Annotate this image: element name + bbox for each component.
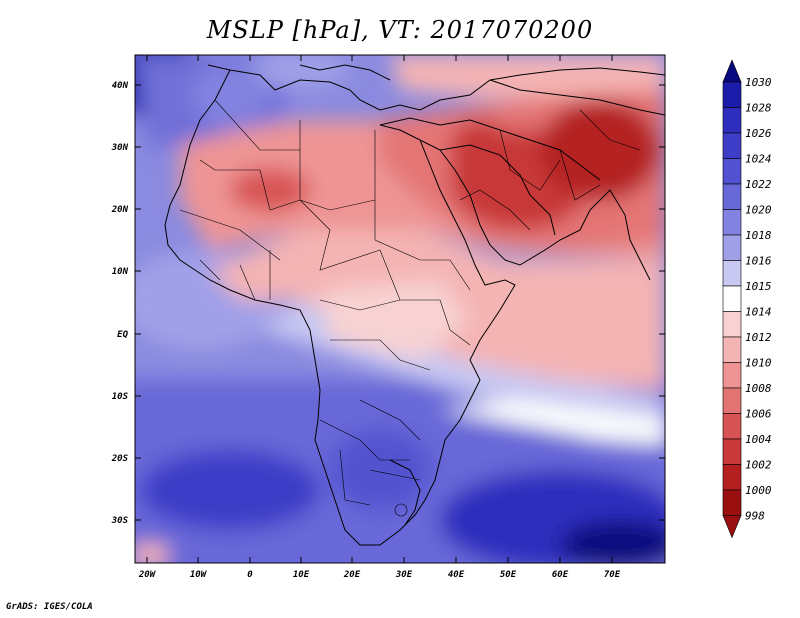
lat-tick-label: 30N	[111, 143, 129, 153]
colorbar-label: 1000	[745, 484, 772, 497]
lon-tick-label: 20W	[138, 570, 157, 580]
colorbar-label: 1020	[745, 204, 772, 217]
lat-tick-label: EQ	[117, 330, 128, 340]
map-frame	[134, 54, 666, 564]
lat-tick-label: 10S	[112, 392, 129, 402]
longitude-labels: 20W 10W 0 10E 20E 30E 40E 50E 60E 70E	[138, 570, 621, 580]
lon-tick-label: 0	[247, 570, 253, 580]
colorbar-segment	[722, 438, 742, 465]
lon-tick-label: 70E	[604, 570, 621, 580]
colorbar-label: 1016	[745, 255, 772, 268]
colorbar-segment	[722, 336, 742, 363]
colorbar-label: 1010	[745, 357, 772, 370]
colorbar-label: 1015	[745, 280, 772, 293]
lat-tick-label: 30S	[111, 516, 129, 526]
colorbar-label: 1028	[745, 102, 772, 115]
colorbar-segment	[722, 285, 742, 312]
colorbar-segment	[722, 209, 742, 236]
colorbar-segment	[722, 81, 742, 108]
lon-tick-label: 50E	[500, 570, 517, 580]
lat-tick-label: 20S	[111, 454, 129, 464]
axis-ticks	[135, 55, 665, 563]
colorbar-segment	[722, 107, 742, 134]
colorbar-segment	[722, 387, 742, 414]
colorbar-segment	[722, 234, 742, 261]
lon-tick-label: 60E	[552, 570, 569, 580]
colorbar-bottom-arrow	[722, 515, 742, 539]
colorbar	[722, 59, 742, 539]
colorbar-label: 1018	[745, 229, 772, 242]
colorbar-label: 1022	[745, 178, 772, 191]
lat-tick-label: 20N	[111, 205, 129, 215]
colorbar-label: 1012	[745, 331, 772, 344]
colorbar-segment	[722, 260, 742, 287]
colorbar-segment	[722, 311, 742, 338]
colorbar-segment	[722, 489, 742, 516]
colorbar-segment	[722, 132, 742, 159]
colorbar-segment	[722, 183, 742, 210]
lon-tick-label: 20E	[343, 570, 361, 580]
colorbar-label: 998	[745, 510, 765, 523]
colorbar-label: 1008	[745, 382, 772, 395]
lon-tick-label: 30E	[395, 570, 413, 580]
colorbar-label: 1002	[745, 459, 772, 472]
colorbar-segment	[722, 464, 742, 491]
grads-credit: GrADS: IGES/COLA	[6, 602, 93, 612]
colorbar-segment	[722, 158, 742, 185]
lon-tick-label: 40E	[448, 570, 465, 580]
colorbar-label: 1024	[745, 153, 772, 166]
colorbar-label: 1004	[745, 433, 772, 446]
lon-tick-label: 10E	[293, 570, 310, 580]
colorbar-labels: 1030 1028 1026 1024 1022 1020 1018 1016 1015 1014…	[745, 76, 772, 523]
colorbar-top-arrow	[722, 59, 742, 83]
map-title: MSLP [hPa], VT: 2017070200	[206, 16, 594, 44]
colorbar-label: 1006	[745, 408, 772, 421]
lat-tick-label: 10N	[112, 267, 129, 277]
colorbar-segment	[722, 413, 742, 440]
borders	[179, 99, 641, 517]
latitude-labels: 40N 30N 20N 10N EQ 10S 20S 30S	[111, 81, 129, 526]
colorbar-label: 1014	[745, 306, 772, 319]
pressure-field	[135, 55, 665, 563]
lat-tick-label: 40N	[112, 81, 129, 91]
colorbar-label: 1026	[745, 127, 772, 140]
colorbar-label: 1030	[745, 76, 772, 89]
colorbar-segment	[722, 362, 742, 389]
lon-tick-label: 10W	[190, 570, 208, 580]
